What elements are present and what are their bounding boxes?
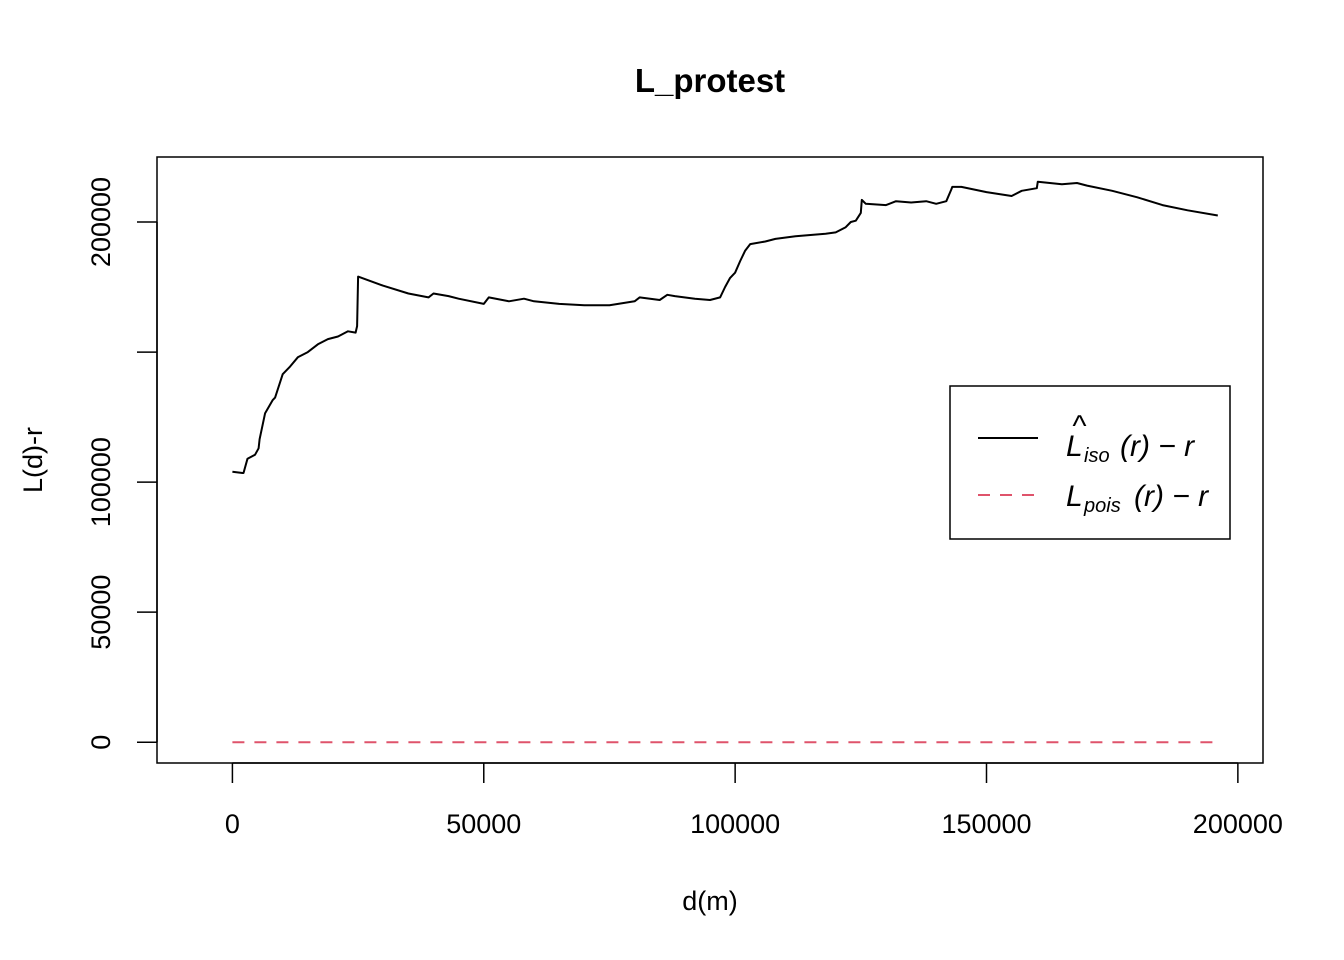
x-axis: 0 50000 100000 150000 200000 bbox=[225, 762, 1283, 839]
x-tick-label: 100000 bbox=[690, 809, 780, 839]
legend-label-pois: L pois (r) − r bbox=[1066, 480, 1209, 517]
y-axis: 0 50000 100000 200000 bbox=[86, 177, 158, 750]
y-tick-label: 50000 bbox=[86, 575, 116, 650]
series-line-iso bbox=[232, 180, 1218, 474]
legend-main-pois: L bbox=[1066, 480, 1083, 513]
y-axis-title: L(d)-r bbox=[18, 427, 48, 493]
x-tick-label: 0 bbox=[225, 809, 240, 839]
legend-label-iso: ^ L iso (r) − r bbox=[1066, 410, 1195, 467]
y-tick-label: 100000 bbox=[86, 437, 116, 527]
x-tick-label: 50000 bbox=[446, 809, 521, 839]
legend-rest-iso: (r) − r bbox=[1120, 430, 1195, 463]
y-tick-label: 0 bbox=[86, 735, 116, 750]
series-layer bbox=[232, 180, 1218, 744]
chart-title: L_protest bbox=[635, 62, 785, 99]
x-axis-title: d(m) bbox=[682, 886, 738, 916]
legend-hat-iso: ^ bbox=[1072, 410, 1087, 443]
x-tick-label: 150000 bbox=[941, 809, 1031, 839]
x-tick-label: 200000 bbox=[1193, 809, 1283, 839]
legend-main-iso: L bbox=[1066, 430, 1083, 463]
legend-box bbox=[949, 385, 1231, 540]
legend: ^ L iso (r) − r L pois (r) − r bbox=[949, 385, 1231, 540]
legend-sub-iso: iso bbox=[1084, 445, 1110, 467]
y-tick-label: 200000 bbox=[86, 177, 116, 267]
legend-sub-pois: pois bbox=[1083, 495, 1121, 517]
legend-rest-pois: (r) − r bbox=[1134, 480, 1209, 513]
